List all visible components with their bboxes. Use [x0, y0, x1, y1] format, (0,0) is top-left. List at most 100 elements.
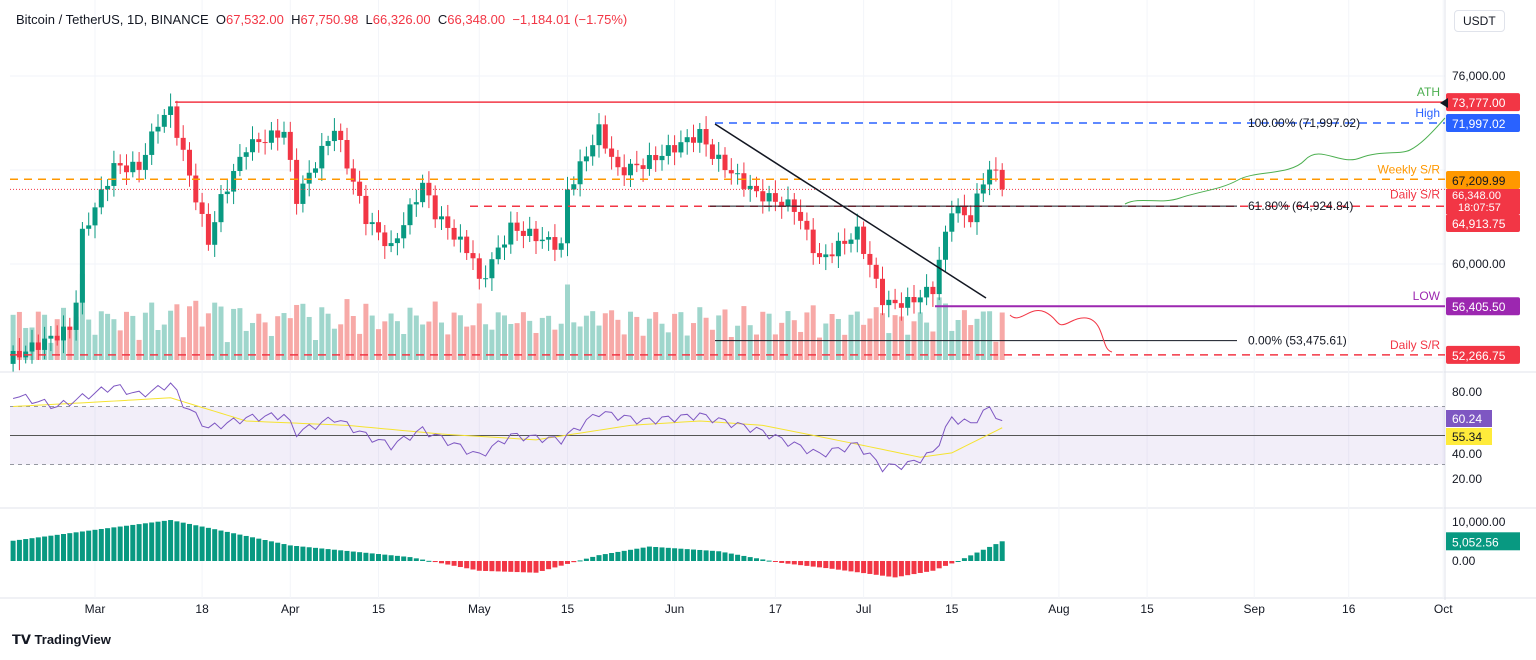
histogram-bar [880, 561, 885, 576]
fib-label: 100.00% (71,997.02) [1248, 116, 1360, 130]
histogram-bar [848, 561, 854, 572]
histogram-bar [155, 521, 161, 561]
volume-bar [741, 306, 747, 360]
trend-line [714, 123, 987, 299]
candle-body [640, 165, 646, 169]
histogram-bar [495, 561, 501, 572]
histogram-bar [338, 550, 344, 561]
candle-body [728, 170, 734, 174]
volume-bar [199, 326, 205, 360]
histogram-bar [577, 560, 583, 562]
histogram-bar [287, 545, 293, 561]
candle-body [709, 144, 715, 159]
candle-body [212, 222, 218, 245]
candle-body [313, 168, 318, 173]
candle-body [86, 225, 92, 229]
candle-body [861, 226, 867, 254]
histogram-bar [382, 554, 388, 561]
x-tick-label: 18 [195, 602, 209, 616]
rsi-value-badge [1446, 410, 1492, 427]
histogram-tick-label: 0.00 [1452, 554, 1476, 568]
volume-bar [105, 313, 111, 360]
histogram-bar [634, 548, 640, 561]
histogram-bar [943, 561, 948, 566]
volume-bar [231, 308, 237, 360]
volume-bar [98, 311, 104, 360]
histogram-bar [716, 551, 722, 561]
histogram-bar [344, 550, 350, 561]
candle-body [672, 145, 678, 153]
candle-body [136, 161, 142, 170]
histogram-bar [199, 526, 205, 561]
volume-bar [420, 324, 426, 360]
candle-body [684, 137, 690, 143]
histogram-bar [401, 556, 407, 561]
candle-body [968, 215, 974, 223]
candle-body [300, 183, 306, 204]
candle-body [854, 226, 860, 240]
candle-body [401, 225, 407, 239]
candle-body [533, 228, 539, 242]
candle-body [193, 175, 199, 203]
histogram-bar [281, 544, 287, 561]
candle-body [659, 155, 665, 161]
candle-body [23, 351, 29, 358]
volume-bar [546, 315, 552, 360]
histogram-bar [571, 561, 577, 563]
level-label: LOW [1413, 289, 1441, 303]
candle-body [231, 171, 237, 192]
histogram-bar [735, 554, 741, 561]
volume-bar [980, 311, 986, 360]
histogram-bar [294, 546, 300, 561]
price-label: 64,913.75 [1452, 217, 1506, 231]
currency-label[interactable]: USDT [1454, 10, 1505, 32]
tradingview-logo[interactable]: 𝗧𝗩 TradingView [12, 632, 111, 647]
histogram-bar [741, 555, 747, 561]
volume-bar [615, 319, 621, 360]
candle-body [993, 169, 999, 171]
volume-bar [854, 311, 860, 360]
histogram-bar [136, 524, 142, 561]
volume-bar [728, 336, 734, 360]
histogram-bar [357, 552, 363, 561]
candle-body [243, 152, 249, 157]
rsi-ma-badge [1446, 428, 1492, 445]
histogram-bar [596, 555, 602, 561]
volume-bar [313, 340, 318, 360]
volume-bar [628, 311, 633, 360]
histogram-bar [974, 552, 980, 561]
candle-body [552, 237, 558, 250]
volume-bar [23, 327, 29, 360]
volume-bar [590, 311, 596, 360]
volume-bar [672, 313, 678, 360]
candle-body [16, 350, 22, 358]
volume-bar [905, 334, 911, 360]
histogram-tick-label: 10,000.00 [1452, 515, 1506, 529]
countdown-label: 18:07:57 [1458, 202, 1501, 214]
volume-bar [294, 304, 300, 360]
volume-bar [300, 303, 306, 360]
volume-bar [930, 331, 936, 360]
current-price-label: 66,348.00 [1452, 190, 1501, 202]
histogram-bar [231, 533, 237, 561]
candle-body [325, 141, 331, 146]
histogram-bar [48, 535, 54, 561]
histogram-bar [646, 546, 652, 561]
candle-body [565, 189, 570, 244]
histogram-bar [180, 522, 186, 561]
histogram-bar [980, 549, 986, 561]
histogram-bar [835, 561, 841, 570]
volume-bar [54, 319, 60, 360]
histogram-bar [350, 551, 356, 561]
x-tick-label: Mar [85, 602, 106, 616]
histogram-bar [161, 520, 167, 561]
histogram-bar [590, 556, 596, 561]
histogram-bar [703, 550, 709, 561]
candle-body [917, 297, 923, 303]
candle-body [457, 236, 463, 240]
rsi-tick-label: 80.00 [1452, 385, 1482, 399]
histogram-bar [142, 523, 148, 561]
histogram-bar [319, 548, 325, 561]
volume-bar [287, 318, 293, 360]
